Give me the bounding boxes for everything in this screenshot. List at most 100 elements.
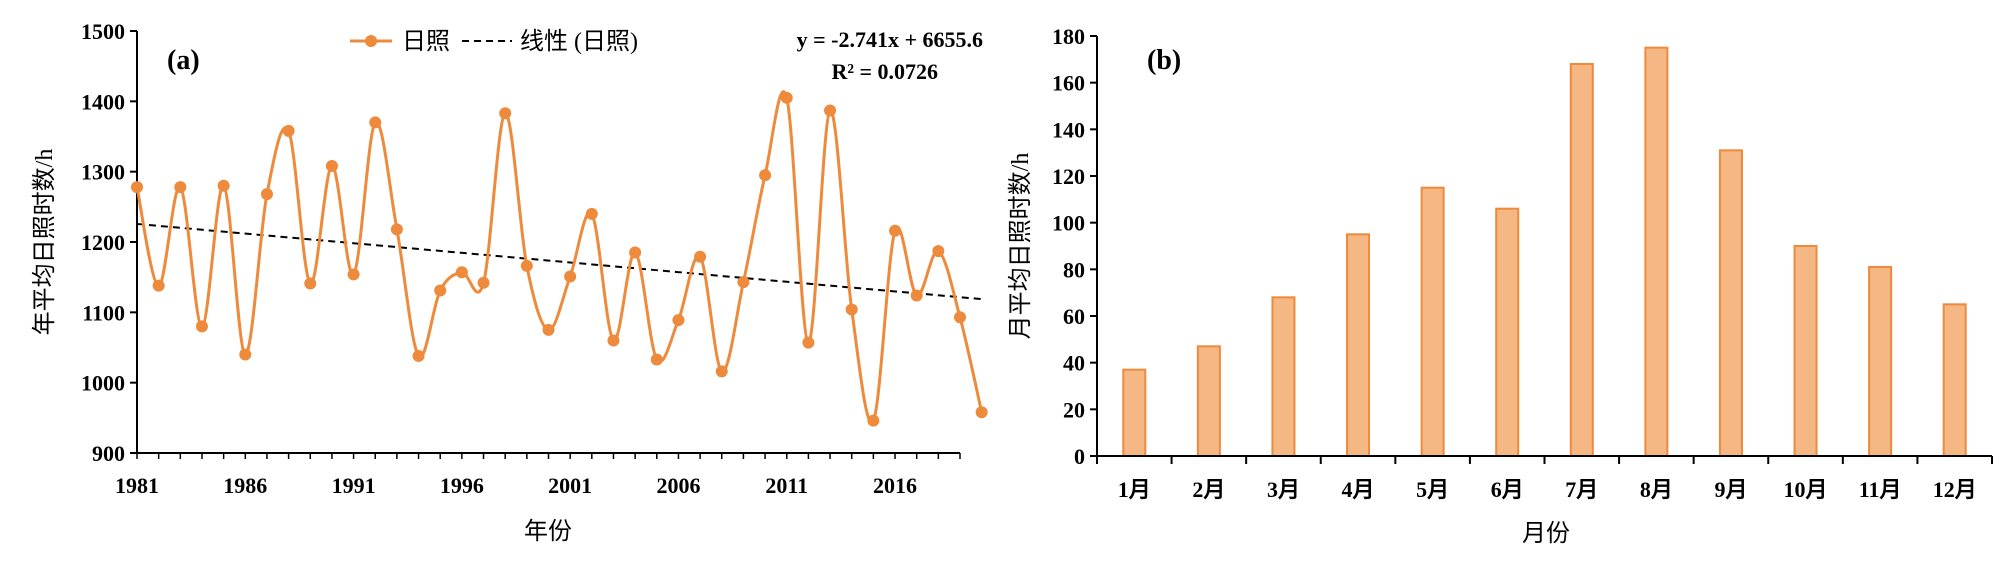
y-axis-ticks-a: 900 1000 1100 1200 1300 1400 1500 bbox=[81, 19, 137, 466]
x-tick-label-b: 11月 bbox=[1859, 477, 1902, 502]
series-line-sunshine bbox=[135, 90, 984, 424]
data-point bbox=[607, 334, 620, 347]
trend-r-squared: R² = 0.0726 bbox=[831, 59, 938, 84]
data-point bbox=[325, 160, 338, 173]
data-point bbox=[759, 169, 772, 182]
x-tick-label-b: 4月 bbox=[1342, 477, 1375, 502]
y-tick-label-b: 180 bbox=[1052, 24, 1085, 49]
x-axis-title-b: 月份 bbox=[1522, 520, 1570, 547]
data-point bbox=[910, 289, 923, 302]
data-point bbox=[260, 188, 273, 201]
data-point bbox=[932, 245, 945, 258]
data-point bbox=[650, 353, 663, 366]
x-tick-label-a: 2016 bbox=[873, 473, 917, 498]
bar bbox=[1718, 149, 1743, 457]
bar bbox=[1420, 186, 1445, 458]
data-point bbox=[390, 223, 403, 236]
y-tick-label-b: 0 bbox=[1074, 444, 1085, 469]
data-point bbox=[434, 284, 447, 297]
bar bbox=[1495, 207, 1520, 457]
bar bbox=[1346, 233, 1371, 457]
data-point bbox=[802, 336, 815, 349]
data-point bbox=[954, 311, 966, 324]
bar bbox=[1196, 345, 1221, 458]
data-point bbox=[672, 314, 685, 327]
bars-b bbox=[1122, 46, 1967, 458]
data-point bbox=[542, 323, 555, 336]
x-tick-label-a: 2006 bbox=[656, 473, 700, 498]
y-tick-label-a: 1400 bbox=[81, 89, 125, 114]
data-point bbox=[369, 116, 382, 129]
data-point bbox=[304, 277, 317, 290]
y-tick-label-b: 80 bbox=[1063, 257, 1085, 282]
data-point bbox=[455, 266, 468, 279]
y-tick-label-a: 1100 bbox=[82, 300, 125, 325]
x-axis-title-a: 年份 bbox=[524, 518, 572, 545]
x-axis-ticks-b: 1月 2月 3月 4月 5月 6月 7月 8月 9月 10月 11月 12月 bbox=[1096, 456, 1993, 502]
data-point bbox=[520, 259, 533, 272]
x-tick-label-b: 9月 bbox=[1714, 477, 1747, 502]
legend-a: 日照 线性 (日照) bbox=[350, 28, 638, 55]
x-tick-label-a: 1991 bbox=[332, 473, 376, 498]
x-tick-label-b: 1月 bbox=[1118, 477, 1151, 502]
y-axis-title-a: 年平均日照时数/h bbox=[31, 149, 58, 336]
x-tick-label-a: 2011 bbox=[765, 473, 808, 498]
bar bbox=[1868, 266, 1893, 457]
bar bbox=[1569, 63, 1594, 457]
data-point bbox=[239, 348, 252, 361]
y-tick-label-b: 120 bbox=[1052, 164, 1085, 189]
x-tick-label-b: 6月 bbox=[1491, 477, 1524, 502]
data-point bbox=[737, 276, 750, 289]
data-point bbox=[585, 207, 598, 220]
bar bbox=[1271, 296, 1296, 458]
bar bbox=[1122, 368, 1147, 457]
trend-equation: y = -2.741x + 6655.6 bbox=[797, 27, 983, 52]
data-point bbox=[217, 179, 230, 192]
x-tick-label-a: 1986 bbox=[223, 473, 267, 498]
x-tick-label-b: 8月 bbox=[1640, 477, 1673, 502]
x-tick-label-b: 5月 bbox=[1416, 477, 1449, 502]
y-tick-label-a: 1000 bbox=[81, 371, 125, 396]
data-point bbox=[412, 349, 425, 362]
legend-label-trend: 线性 (日照) bbox=[520, 28, 638, 55]
y-tick-label-a: 1200 bbox=[81, 230, 125, 255]
data-point bbox=[499, 107, 512, 120]
data-point bbox=[889, 224, 902, 237]
x-tick-label-b: 2月 bbox=[1192, 477, 1225, 502]
data-point bbox=[131, 181, 143, 194]
line-chart-panel-a: 900 1000 1100 1200 1300 1400 1500 1981 1986 1991… bbox=[31, 19, 988, 545]
x-tick-label-a: 1981 bbox=[115, 473, 159, 498]
y-tick-label-a: 900 bbox=[92, 441, 125, 466]
y-tick-label-b: 100 bbox=[1052, 211, 1085, 236]
data-point bbox=[152, 279, 165, 292]
y-tick-label-b: 20 bbox=[1063, 397, 1085, 422]
x-tick-label-a: 1996 bbox=[440, 473, 484, 498]
x-tick-label-b: 10月 bbox=[1784, 477, 1828, 502]
x-tick-label-a: 2001 bbox=[548, 473, 592, 498]
y-tick-label-a: 1300 bbox=[81, 160, 125, 185]
y-tick-label-b: 40 bbox=[1063, 351, 1085, 376]
data-point bbox=[975, 406, 988, 419]
data-point bbox=[195, 320, 208, 333]
series-points-sunshine bbox=[131, 91, 988, 427]
y-tick-label-b: 160 bbox=[1052, 71, 1085, 96]
data-point bbox=[282, 124, 295, 137]
data-point bbox=[780, 91, 793, 104]
legend-label-sunshine: 日照 bbox=[402, 29, 450, 55]
y-tick-label-a: 1500 bbox=[81, 19, 125, 44]
panel-label-b: (b) bbox=[1147, 45, 1181, 76]
data-point bbox=[629, 246, 642, 259]
x-tick-label-b: 3月 bbox=[1267, 477, 1300, 502]
x-tick-label-b: 12月 bbox=[1933, 477, 1977, 502]
y-axis-title-b: 月平均日照时数/h bbox=[1007, 153, 1034, 340]
data-point bbox=[347, 268, 360, 281]
data-point bbox=[715, 365, 728, 378]
data-point bbox=[845, 303, 858, 316]
panel-label-a: (a) bbox=[167, 45, 200, 76]
data-point bbox=[564, 270, 577, 283]
bar bbox=[1942, 303, 1967, 458]
bar bbox=[1793, 245, 1818, 457]
data-point bbox=[867, 414, 880, 427]
x-tick-label-b: 7月 bbox=[1565, 477, 1598, 502]
trend-line bbox=[136, 222, 982, 301]
